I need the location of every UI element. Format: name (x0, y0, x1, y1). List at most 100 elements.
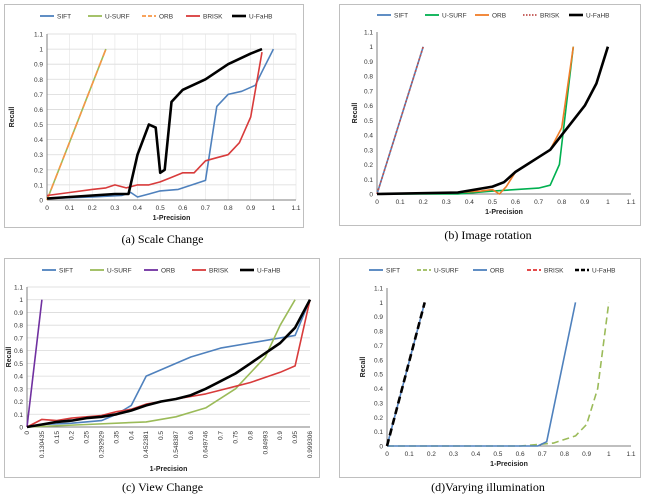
y-tick-label: 0 (379, 444, 383, 451)
series-line-orb (46, 48, 107, 201)
x-tick-label: 0.3 (442, 199, 451, 206)
x-tick-label: 0.2 (69, 431, 76, 440)
x-tick-label: 0.7 (538, 451, 547, 458)
legend-label-u-fahb: U-FaHB (257, 268, 280, 275)
legend-label-sift: SIFT (394, 13, 408, 20)
y-tick-label: 0.6 (14, 348, 23, 355)
y-tick-label: 0.2 (34, 167, 43, 174)
y-tick-label: 0.8 (14, 323, 23, 330)
legend-label-u-surf: U-SURF (442, 13, 467, 20)
x-tick-label: 0.9 (246, 205, 255, 212)
x-tick-label: 0.25 (84, 431, 91, 444)
series-line-brisk (376, 46, 424, 195)
x-tick-label: 0.8 (557, 199, 566, 206)
y-tick-label: 0.2 (374, 415, 383, 422)
x-tick-label: 0.2 (427, 451, 436, 458)
series-line-u-fahb (385, 302, 426, 447)
x-tick-label: 0.130435 (39, 431, 46, 458)
x-tick-label: 0.2 (88, 205, 97, 212)
y-tick-label: 0.7 (34, 92, 43, 99)
y-tick-label: 0.1 (34, 182, 43, 189)
x-tick-label: 0.5 (158, 431, 165, 440)
legend-label-sift: SIFT (386, 268, 400, 275)
y-tick-label: 0.9 (364, 59, 373, 66)
y-tick-label: 0.4 (364, 133, 373, 140)
chart-b: 0 0.1 0.2 0.3 0.4 0.5 0.6 0.7 0.8 0.9 1 1.1 0 0.1 0.2 0… (352, 13, 636, 217)
y-tick-label: 0.8 (364, 74, 373, 81)
legend-label-brisk: BRISK (209, 268, 229, 275)
y-tick-label: 0.7 (364, 88, 373, 95)
panel-b: 0 0.1 0.2 0.3 0.4 0.5 0.6 0.7 0.8 0.9 1 1.1 0 0.1 0.2 0… (325, 0, 651, 250)
x-tick-label: 0.5 (493, 451, 502, 458)
series-line-orb (26, 299, 43, 428)
x-tick-label: 0 (385, 451, 389, 458)
x-tick-label: 0.1 (405, 451, 414, 458)
x-tick-label: 1.1 (626, 451, 635, 458)
x-tick-label: 0.649746 (203, 431, 210, 458)
x-tick-label: 0.35 (113, 431, 120, 444)
y-tick-label: 0.1 (364, 177, 373, 184)
x-tick-label: 0.75 (233, 431, 240, 444)
y-tick-label: 0.5 (374, 372, 383, 379)
x-tick-label: 0.5 (488, 199, 497, 206)
x-tick-label: 0.2 (419, 199, 428, 206)
x-tick-label: 0.548387 (173, 431, 180, 458)
legend-label-orb: ORB (161, 268, 175, 275)
y-tick-label: 0.3 (364, 147, 373, 154)
x-tick-label: 0.6 (511, 199, 520, 206)
y-tick-label: 1 (369, 44, 373, 51)
legend-label-u-fahb: U-FaHB (592, 268, 615, 275)
x-tick-label: 0.3 (110, 205, 119, 212)
x-tick-label: 0.292929 (98, 431, 105, 458)
y-tick-label: 0.9 (34, 62, 43, 69)
x-tick-label: 1 (272, 205, 276, 212)
y-tick-label: 1 (379, 300, 383, 307)
x-tick-label: 0.7 (534, 199, 543, 206)
y-tick-label: 0.1 (374, 429, 383, 436)
series-line-u-fahb (26, 299, 312, 429)
x-tick-label: 0.9 (277, 431, 284, 440)
legend-label-orb: ORB (159, 14, 173, 21)
legend-label-sift: SIFT (57, 14, 71, 21)
x-tick-label: 0.1 (396, 199, 405, 206)
y-axis-title: Recall (360, 357, 367, 378)
series-line-u-fahb (46, 47, 263, 200)
y-tick-label: 0 (39, 198, 43, 205)
x-tick-label: 0.6 (188, 431, 195, 440)
x-axis-title: 1-Precision (150, 466, 188, 473)
y-tick-label: 0.6 (374, 357, 383, 364)
series-line-sift (26, 299, 311, 428)
x-tick-label: 0.9 (582, 451, 591, 458)
legend-label-u-fahb: U-FaHB (586, 13, 609, 20)
x-tick-label: 0.8 (247, 431, 254, 440)
x-tick-label: 0.1 (65, 205, 74, 212)
y-tick-label: 0.4 (34, 137, 43, 144)
y-tick-label: 0.9 (14, 310, 23, 317)
y-tick-label: 0.3 (374, 400, 383, 407)
x-tick-label: 0.84993 (262, 431, 269, 455)
x-tick-label: 0.6 (178, 205, 187, 212)
legend-label-brisk: BRISK (540, 13, 560, 20)
series-line-orb (376, 46, 575, 195)
x-tick-label: 0.9 (580, 199, 589, 206)
x-tick-label: 0.999306 (307, 431, 314, 458)
x-tick-label: 0 (45, 205, 49, 212)
chart-a: 0 0.1 0.2 0.3 0.4 0.5 0.6 0.7 0.8 0.9 1 1.1 0 0.1 0.2 0… (9, 14, 301, 223)
y-tick-label: 1.1 (14, 285, 23, 292)
legend-label-u-surf: U-SURF (105, 14, 130, 21)
panel-a: 0 0.1 0.2 0.3 0.4 0.5 0.6 0.7 0.8 0.9 1 1.1 0 0.1 0.2 0… (0, 0, 325, 250)
x-tick-label: 0.6 (516, 451, 525, 458)
caption-c: (c) View Change (121, 480, 204, 494)
y-tick-label: 0 (19, 425, 23, 432)
x-tick-label: 0.4 (465, 199, 474, 206)
y-tick-label: 0.9 (374, 314, 383, 321)
x-tick-label: 0.452381 (143, 431, 150, 458)
legend-label-u-surf: U-SURF (107, 268, 132, 275)
y-tick-label: 0.4 (374, 386, 383, 393)
x-tick-label: 0.5 (156, 205, 165, 212)
x-tick-label: 0 (24, 431, 31, 435)
panel-d: 0 0.1 0.2 0.3 0.4 0.5 0.6 0.7 0.8 0.9 1 1.1 0 0.1 0.2 0… (325, 250, 651, 499)
series-line-u-surf (377, 46, 575, 195)
y-tick-label: 0.6 (364, 103, 373, 110)
